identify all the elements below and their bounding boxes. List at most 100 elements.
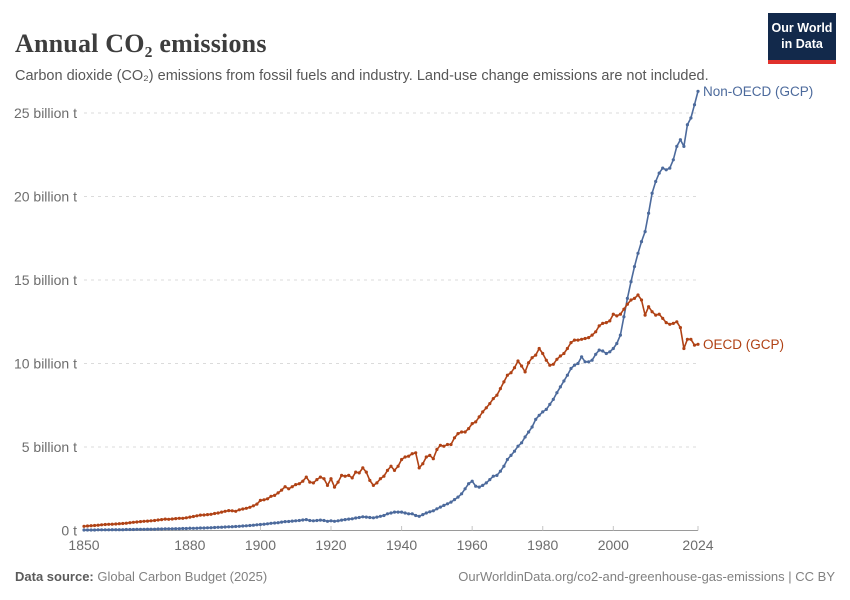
data-point[interactable] (205, 526, 210, 530)
data-point[interactable] (93, 523, 97, 528)
data-point[interactable] (117, 528, 121, 532)
data-point[interactable] (265, 497, 270, 501)
data-point[interactable] (258, 498, 262, 502)
data-point[interactable] (273, 521, 277, 525)
data-point[interactable] (248, 505, 252, 509)
data-point[interactable] (336, 519, 340, 523)
data-point[interactable] (202, 513, 206, 517)
data-point[interactable] (167, 517, 171, 521)
data-point[interactable] (290, 519, 294, 523)
data-point[interactable] (124, 527, 128, 532)
data-point[interactable] (505, 457, 509, 462)
data-point[interactable] (308, 518, 312, 523)
data-point[interactable] (177, 516, 181, 520)
data-point[interactable] (244, 524, 248, 528)
data-point[interactable] (417, 466, 421, 470)
data-point[interactable] (375, 481, 379, 485)
data-point[interactable] (445, 442, 450, 447)
data-point[interactable] (153, 518, 157, 523)
data-point[interactable] (273, 493, 277, 497)
data-point[interactable] (332, 519, 337, 523)
data-point[interactable] (590, 333, 594, 337)
data-point[interactable] (488, 478, 492, 482)
data-point[interactable] (512, 449, 517, 453)
data-point[interactable] (565, 373, 570, 377)
data-point[interactable] (100, 523, 104, 527)
data-point[interactable] (615, 341, 619, 346)
data-point[interactable] (495, 473, 499, 477)
data-point[interactable] (417, 514, 421, 518)
data-point[interactable] (191, 526, 195, 530)
data-point[interactable] (385, 512, 390, 516)
data-point[interactable] (421, 462, 425, 466)
data-point[interactable] (583, 336, 587, 341)
data-point[interactable] (343, 518, 347, 522)
data-point[interactable] (220, 525, 224, 529)
data-point[interactable] (569, 366, 573, 371)
data-point[interactable] (541, 351, 545, 356)
data-point[interactable] (643, 313, 647, 317)
data-point[interactable] (414, 451, 418, 455)
data-point[interactable] (608, 350, 612, 354)
data-point[interactable] (343, 474, 347, 478)
data-point[interactable] (364, 470, 368, 474)
data-point[interactable] (657, 312, 661, 316)
data-point[interactable] (587, 360, 591, 364)
series-line-oecd-gcp[interactable] (83, 294, 699, 528)
data-point[interactable] (520, 364, 524, 368)
data-point[interactable] (460, 492, 464, 496)
data-point[interactable] (188, 515, 192, 519)
data-point[interactable] (456, 432, 460, 436)
data-point[interactable] (220, 510, 224, 514)
data-point[interactable] (597, 348, 601, 352)
data-point[interactable] (322, 477, 326, 481)
data-point[interactable] (138, 520, 143, 524)
data-point[interactable] (629, 280, 633, 284)
data-point[interactable] (580, 337, 584, 341)
data-point[interactable] (555, 357, 559, 361)
data-point[interactable] (332, 485, 337, 489)
data-point[interactable] (618, 312, 623, 316)
data-point[interactable] (685, 123, 690, 127)
data-point[interactable] (650, 191, 654, 195)
data-point[interactable] (241, 507, 245, 511)
data-point[interactable] (195, 526, 199, 530)
data-point[interactable] (124, 521, 128, 525)
data-point[interactable] (269, 521, 273, 525)
data-point[interactable] (431, 457, 435, 461)
series-oecd-gcp[interactable]: OECD (GCP) (82, 293, 784, 528)
data-point[interactable] (530, 425, 534, 429)
data-point[interactable] (618, 333, 623, 337)
data-point[interactable] (378, 514, 382, 518)
data-point[interactable] (336, 480, 340, 484)
data-point[interactable] (230, 525, 234, 529)
data-point[interactable] (428, 510, 432, 514)
data-point[interactable] (484, 406, 488, 410)
data-point[interactable] (527, 430, 531, 434)
data-point[interactable] (664, 168, 668, 172)
data-point[interactable] (661, 316, 665, 320)
data-point[interactable] (241, 524, 245, 528)
data-point[interactable] (223, 509, 227, 513)
data-point[interactable] (625, 302, 630, 306)
data-point[interactable] (558, 385, 563, 389)
data-point[interactable] (329, 477, 333, 481)
data-point[interactable] (110, 528, 114, 532)
data-point[interactable] (403, 455, 407, 459)
data-point[interactable] (209, 526, 213, 530)
data-point[interactable] (198, 513, 202, 517)
data-point[interactable] (276, 491, 280, 495)
data-point[interactable] (639, 240, 644, 244)
data-point[interactable] (107, 528, 111, 532)
data-point[interactable] (685, 337, 690, 341)
data-point[interactable] (523, 435, 527, 439)
data-point[interactable] (551, 362, 555, 366)
data-point[interactable] (156, 518, 160, 522)
data-point[interactable] (287, 487, 291, 491)
data-point[interactable] (615, 314, 619, 318)
data-point[interactable] (572, 338, 577, 342)
data-point[interactable] (209, 512, 213, 516)
data-point[interactable] (145, 519, 150, 523)
data-point[interactable] (163, 527, 167, 531)
data-point[interactable] (498, 469, 502, 473)
